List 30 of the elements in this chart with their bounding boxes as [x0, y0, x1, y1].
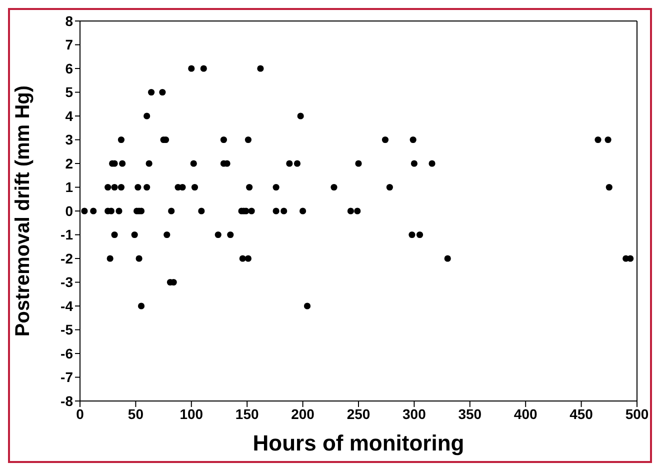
y-tick-label: 6	[65, 60, 74, 76]
x-tick-label: 0	[76, 406, 84, 422]
x-tick-label: 100	[180, 406, 204, 422]
y-tick-label: -3	[60, 274, 74, 290]
y-tick-label: 3	[65, 132, 74, 148]
y-tick-label: -8	[60, 392, 74, 409]
y-tick-label: 4	[65, 108, 74, 124]
x-tick-label: 300	[402, 406, 426, 422]
y-tick-label: -4	[60, 298, 74, 314]
y-tick-label: -5	[60, 322, 74, 338]
y-tick-label: 0	[65, 202, 74, 219]
y-tick-label: 8	[65, 12, 74, 29]
y-tick-label: 5	[65, 84, 74, 100]
x-tick-label: 350	[458, 406, 482, 422]
y-tick-label: 7	[65, 36, 74, 53]
x-tick-label: 200	[291, 406, 315, 422]
y-tick-label: 2	[65, 155, 74, 172]
y-tick-label: 1	[65, 179, 74, 196]
y-tick-label: -1	[60, 226, 74, 243]
x-tick-label: 450	[570, 406, 594, 422]
x-tick-label: 400	[514, 406, 538, 422]
y-tick-label: -7	[60, 369, 74, 386]
y-tick-label: -2	[60, 250, 74, 266]
x-tick-label: 50	[128, 406, 144, 422]
x-tick-label: 250	[346, 406, 370, 422]
x-tick-label: 150	[235, 406, 259, 422]
x-axis-title: Hours of monitoring	[252, 430, 464, 456]
x-tick-label: 500	[625, 406, 649, 422]
y-tick-label: -6	[60, 345, 74, 362]
y-axis-title: Postremoval drift (mm Hg)	[12, 85, 34, 337]
